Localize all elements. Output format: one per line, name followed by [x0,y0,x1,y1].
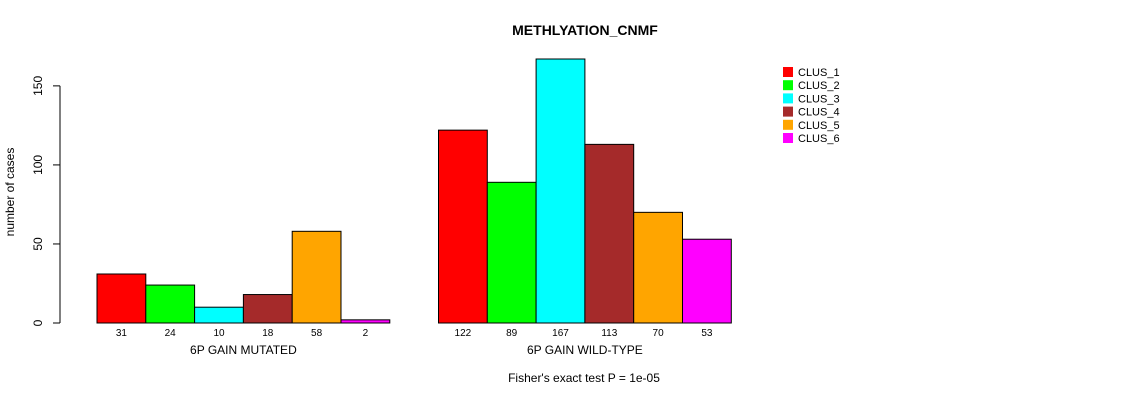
y-tick-label: 150 [31,76,45,96]
legend-swatch-clus_5 [783,119,793,130]
bar-count-label: 89 [506,328,518,339]
chart-title: METHLYATION_CNMF [512,22,658,38]
y-axis: 0 50 100 150 [31,76,61,326]
bar-count-label: 18 [262,328,274,339]
bar-clus_5 [291,230,342,324]
count-labels: 31 24 10 18 58 2 122 89 167 113 70 53 [116,328,713,339]
bar-count-label: 167 [552,328,569,339]
y-tick-label: 100 [31,155,45,175]
bar-count-label: 113 [601,328,617,339]
group-label: 6P GAIN MUTATED [190,343,297,357]
legend-label-clus_1: CLUS_1 [798,67,840,79]
fisher-test-footnote: Fisher's exact test P = 1e-05 [508,371,660,385]
bar-clus_5 [633,211,684,324]
legend-swatch-clus_6 [783,133,793,143]
bar-clus_4 [242,294,293,324]
bar-count-label: 10 [213,328,225,339]
bar-clus_4 [584,143,635,324]
bar-count-label: 31 [116,328,128,339]
bar-count-label: 58 [311,328,323,339]
bar-count-label: 24 [165,328,177,339]
bar-clus_2 [486,181,537,324]
legend-label-clus_3: CLUS_3 [798,93,840,105]
y-tick-label: 50 [31,237,45,251]
legend-label-clus_6: CLUS_6 [798,133,840,145]
legend-swatch-clus_2 [783,80,793,91]
bars [96,58,732,324]
legend-label-clus_4: CLUS_4 [798,107,840,119]
bar-clus_3 [535,58,586,324]
bar-clus_6 [340,319,391,324]
y-tick-label: 0 [31,319,45,326]
bar-clus_2 [145,284,196,324]
group-labels: 6P GAIN MUTATED 6P GAIN WILD-TYPE [190,343,643,357]
bar-clus_6 [682,238,732,324]
bar-clus_3 [194,306,244,324]
bar-clus_1 [438,129,488,324]
group-label: 6P GAIN WILD-TYPE [527,343,643,357]
legend-label-clus_2: CLUS_2 [798,80,840,92]
bar-clus_1 [96,273,147,324]
bar-count-label: 122 [455,328,472,339]
bar-count-label: 70 [653,328,665,339]
legend-swatch-clus_3 [783,93,793,104]
bar-count-label: 2 [363,328,369,339]
bar-count-label: 53 [701,328,713,339]
y-axis-label: number of cases [3,148,17,237]
legend-swatch-clus_1 [783,67,793,77]
legend-swatch-clus_4 [783,106,793,117]
legend-label-clus_5: CLUS_5 [798,120,840,132]
